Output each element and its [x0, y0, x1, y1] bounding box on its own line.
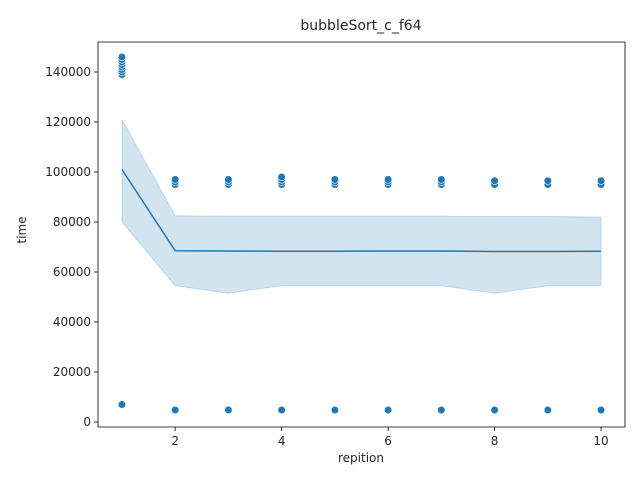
y-tick-label: 140000: [45, 65, 91, 79]
y-axis-label: time: [15, 216, 29, 243]
scatter-point: [171, 175, 180, 184]
scatter-point: [543, 176, 552, 185]
plot-area: [117, 52, 606, 415]
scatter-point: [596, 405, 606, 415]
scatter-point: [171, 405, 180, 415]
x-tick-label: 4: [278, 434, 286, 448]
x-axis-label: repition: [338, 451, 384, 465]
y-tick-label: 120000: [45, 115, 91, 129]
scatter-point: [277, 172, 286, 182]
y-tick-label: 40000: [53, 315, 91, 329]
y-tick-label: 0: [83, 415, 91, 429]
scatter-point: [490, 405, 499, 415]
scatter-points: [117, 52, 606, 415]
y-tick-label: 100000: [45, 165, 91, 179]
scatter-point: [277, 405, 286, 415]
y-tick-label: 20000: [53, 365, 91, 379]
scatter-point: [224, 405, 233, 415]
scatter-point: [596, 176, 606, 185]
scatter-point: [117, 52, 127, 62]
scatter-point: [330, 405, 339, 415]
x-tick-label: 8: [491, 434, 499, 448]
scatter-point: [224, 175, 233, 184]
x-tick-label: 6: [384, 434, 392, 448]
y-axis-ticks: 0 20000 40000 60000 80000 100000 120000 140000: [45, 65, 98, 429]
scatter-point: [384, 175, 393, 184]
scatter-point: [117, 400, 127, 409]
x-tick-label: 10: [593, 434, 608, 448]
chart-title: bubbleSort_c_f64: [300, 18, 421, 34]
scatter-point: [384, 405, 393, 415]
y-tick-label: 80000: [53, 215, 91, 229]
mean-line: [121, 169, 602, 253]
axes-frame: [97, 41, 626, 428]
confidence-band: [121, 119, 602, 294]
scatter-point: [490, 176, 499, 185]
y-tick-label: 60000: [53, 265, 91, 279]
x-axis-ticks: 2 4 6 8 10: [171, 427, 609, 448]
scatter-point: [437, 175, 446, 184]
scatter-point: [330, 175, 339, 184]
scatter-point: [543, 405, 552, 415]
scatter-point: [437, 405, 446, 415]
x-tick-label: 2: [171, 434, 179, 448]
